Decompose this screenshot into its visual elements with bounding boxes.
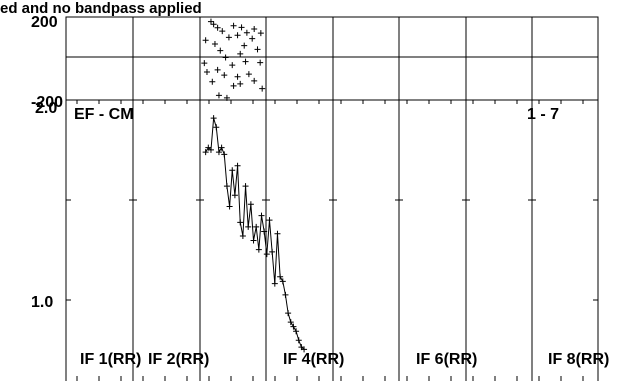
bottom-panel-frame xyxy=(66,100,598,381)
phase-point xyxy=(215,67,221,73)
amplitude-point xyxy=(290,324,296,330)
amplitude-point xyxy=(285,310,291,316)
amplitude-point xyxy=(227,204,233,210)
amplitude-point xyxy=(264,251,270,257)
phase-point xyxy=(258,30,264,36)
if-label-8: IF 8(RR) xyxy=(548,351,609,368)
amplitude-point xyxy=(245,224,251,230)
phase-point xyxy=(244,30,250,36)
top-panel-frame xyxy=(66,17,598,100)
amplitude-point xyxy=(272,281,278,287)
amplitude-point xyxy=(269,249,275,255)
phase-point xyxy=(257,60,263,66)
phase-point xyxy=(226,34,232,40)
amplitude-point xyxy=(248,201,254,207)
phase-point xyxy=(217,48,223,54)
amplitude-point xyxy=(240,233,246,239)
phase-point xyxy=(203,37,209,43)
phase-point xyxy=(239,24,245,30)
phase-point xyxy=(215,25,221,31)
amplitude-series xyxy=(203,115,307,352)
phase-point xyxy=(243,59,249,65)
phase-point xyxy=(235,74,241,80)
amplitude-point xyxy=(229,167,235,173)
phase-point xyxy=(229,62,235,68)
amplitude-point xyxy=(282,292,288,298)
phase-point xyxy=(259,86,265,92)
if-label-1: IF 1(RR) xyxy=(80,351,141,368)
amplitude-point xyxy=(203,149,209,155)
baseline-label: EF - CM xyxy=(74,106,134,123)
top-y-tick-label-max: 200 xyxy=(31,14,58,31)
amplitude-point xyxy=(243,183,249,189)
phase-point xyxy=(255,46,261,52)
phase-point xyxy=(251,78,257,84)
amplitude-point xyxy=(274,231,280,237)
amplitude-point xyxy=(277,274,283,280)
amplitude-point xyxy=(293,328,299,334)
phase-point xyxy=(219,28,225,34)
amplitude-point xyxy=(266,217,272,223)
phase-point xyxy=(231,23,237,29)
phase-point xyxy=(211,21,217,27)
amplitude-point xyxy=(253,224,259,230)
phase-point xyxy=(209,79,215,85)
amplitude-point xyxy=(211,115,217,121)
amplitude-point xyxy=(213,124,219,130)
amplitude-point xyxy=(251,238,257,244)
amplitude-point xyxy=(280,278,286,284)
bottom-y-tick-label-max: 2.0 xyxy=(35,100,57,117)
phase-point xyxy=(231,83,237,89)
amplitude-point xyxy=(224,183,230,189)
amplitude-point xyxy=(259,213,265,219)
amplitude-point xyxy=(288,319,294,325)
phase-point xyxy=(237,81,243,87)
phase-point xyxy=(241,43,247,49)
phase-point xyxy=(221,72,227,78)
amplitude-line xyxy=(206,118,304,349)
amplitude-point xyxy=(235,163,241,169)
phase-point xyxy=(208,19,214,25)
phase-point xyxy=(216,92,222,98)
amplitude-point xyxy=(256,247,262,253)
phase-point xyxy=(235,32,241,38)
phase-series xyxy=(201,19,265,101)
amplitude-point xyxy=(221,151,227,157)
amplitude-point xyxy=(237,219,243,225)
amplitude-point xyxy=(216,149,222,155)
tick-marks xyxy=(66,17,598,381)
phase-point xyxy=(201,60,207,66)
amplitude-point xyxy=(296,337,302,343)
if-label-2: IF 2(RR) xyxy=(148,351,209,368)
vertical-gridlines xyxy=(133,17,532,381)
bottom-y-tick-label-min: 1.0 xyxy=(31,294,53,311)
antenna-range-label: 1 - 7 xyxy=(527,106,559,123)
if-label-4: IF 4(RR) xyxy=(283,351,344,368)
phase-point xyxy=(237,51,243,57)
phase-point xyxy=(251,26,257,32)
phase-point xyxy=(223,54,229,60)
phase-point xyxy=(249,36,255,42)
amplitude-point xyxy=(232,192,238,198)
if-label-6: IF 6(RR) xyxy=(416,351,477,368)
phase-point xyxy=(246,71,252,77)
phase-point xyxy=(204,69,210,75)
amplitude-point xyxy=(219,145,225,151)
phase-point xyxy=(212,41,218,47)
